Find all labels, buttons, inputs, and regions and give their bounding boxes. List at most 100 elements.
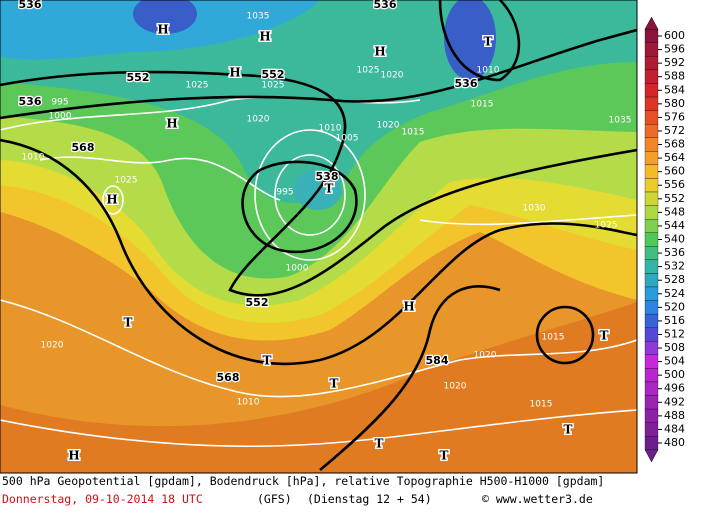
map-label: 1030 xyxy=(523,204,546,214)
colorbar-label: 540 xyxy=(664,233,685,246)
map-label: 536 xyxy=(374,0,397,11)
colorbar-label: 500 xyxy=(664,368,685,381)
colorbar-label: 564 xyxy=(664,151,685,164)
colorbar-label: 512 xyxy=(664,327,685,340)
colorbar-band xyxy=(644,96,659,111)
map-label: 1025 xyxy=(186,81,209,91)
colorbar-band xyxy=(644,164,659,179)
colorbar-band xyxy=(644,69,659,84)
colorbar-band xyxy=(644,381,659,396)
colorbar-label: 592 xyxy=(664,56,685,69)
colorbar-band xyxy=(644,124,659,138)
map-label: 1025 xyxy=(115,176,138,186)
map-label: T xyxy=(325,182,334,196)
colorbar-label: 504 xyxy=(664,355,685,368)
map-label: H xyxy=(229,66,240,80)
colorbar-label: 496 xyxy=(664,382,685,395)
map-label: 536 xyxy=(19,95,42,108)
map-label: 1025 xyxy=(595,221,618,231)
map-label: 552 xyxy=(246,296,269,309)
map-label: 1015 xyxy=(402,128,425,138)
map-label: T xyxy=(600,329,609,343)
colorbar-label: 520 xyxy=(664,300,685,313)
colorbar-label: 508 xyxy=(664,341,685,354)
map-label: 536 xyxy=(19,0,42,11)
map-label: 1020 xyxy=(377,121,400,131)
colorbar-band xyxy=(644,368,659,383)
colorbar-band xyxy=(644,259,659,274)
colorbar-band xyxy=(644,300,659,315)
map-label: 1015 xyxy=(542,333,565,343)
colorbar-label: 556 xyxy=(664,178,685,191)
colorbar-label: 536 xyxy=(664,246,685,259)
map-label: 1015 xyxy=(530,400,553,410)
map-label: H xyxy=(106,193,117,207)
map-label: 1010 xyxy=(237,398,260,408)
map-label: T xyxy=(564,423,573,437)
colorbar-label: 516 xyxy=(664,314,685,327)
colorbar-label: 588 xyxy=(664,70,685,83)
map-label: 1010 xyxy=(22,153,45,163)
colorbar-label: 600 xyxy=(664,29,685,42)
map-label: 1020 xyxy=(381,71,404,81)
colorbar-label: 580 xyxy=(664,97,685,110)
map-label: 1020 xyxy=(247,115,270,125)
colorbar-band xyxy=(644,246,659,261)
map-label: 538 xyxy=(316,170,339,183)
map-label: 1025 xyxy=(262,81,285,91)
map-label: T xyxy=(263,354,272,368)
map-label: H xyxy=(166,117,177,131)
footer-credit: © www.wetter3.de xyxy=(482,492,593,506)
map-area xyxy=(0,0,637,473)
colorbar-band xyxy=(644,56,659,71)
colorbar-band xyxy=(644,422,659,437)
colorbar-cap xyxy=(644,449,659,463)
colorbar-band xyxy=(644,218,659,233)
colorbar-band xyxy=(644,395,659,410)
colorbar-label: 528 xyxy=(664,273,685,286)
map-label: 584 xyxy=(426,354,449,367)
colorbar-label: 548 xyxy=(664,205,685,218)
colorbar-label: 560 xyxy=(664,165,685,178)
colorbar-label: 552 xyxy=(664,192,685,205)
map-label: 1010 xyxy=(319,124,342,134)
map-label: 995 xyxy=(276,188,293,198)
map-label: 1020 xyxy=(474,351,497,361)
colorbar-label: 532 xyxy=(664,260,685,273)
colorbar-band xyxy=(644,354,659,369)
map-label: 1005 xyxy=(336,134,359,144)
colorbar-label: 484 xyxy=(664,422,685,435)
map-label: 552 xyxy=(262,68,285,81)
footer-line1: 500 hPa Geopotential [gpdam], Bodendruck… xyxy=(2,474,605,488)
map-label: H xyxy=(403,300,414,314)
map-label: 995 xyxy=(51,98,68,108)
colorbar-label: 524 xyxy=(664,287,685,300)
map-label: 536 xyxy=(455,77,478,90)
colorbar-label: 480 xyxy=(664,436,685,449)
footer-date: Donnerstag, 09-10-2014 18 UTC xyxy=(2,492,203,506)
map-label: T xyxy=(375,437,384,451)
map-label: 1035 xyxy=(247,12,270,22)
map-label: T xyxy=(484,35,493,49)
map-label: 1000 xyxy=(49,112,72,122)
map-label: 568 xyxy=(72,141,95,154)
colorbar-band xyxy=(644,341,659,355)
map-label: 1020 xyxy=(41,341,64,351)
colorbar-band xyxy=(644,137,659,152)
colorbar-band xyxy=(644,29,659,43)
colorbar-band xyxy=(644,110,659,125)
footer-line2: Donnerstag, 09-10-2014 18 UTC (GFS) (Die… xyxy=(2,492,642,506)
colorbar-label: 488 xyxy=(664,409,685,422)
colorbar-band xyxy=(644,436,659,450)
colorbar-label: 544 xyxy=(664,219,685,232)
colorbar-band xyxy=(644,42,659,57)
colorbar-band xyxy=(644,83,659,98)
colorbar-cap xyxy=(644,16,659,30)
map-label: 1015 xyxy=(471,100,494,110)
colorbar-band xyxy=(644,191,659,206)
map-label: H xyxy=(157,23,168,37)
map-label: 1025 xyxy=(357,66,380,76)
colorbar-band xyxy=(644,232,659,247)
